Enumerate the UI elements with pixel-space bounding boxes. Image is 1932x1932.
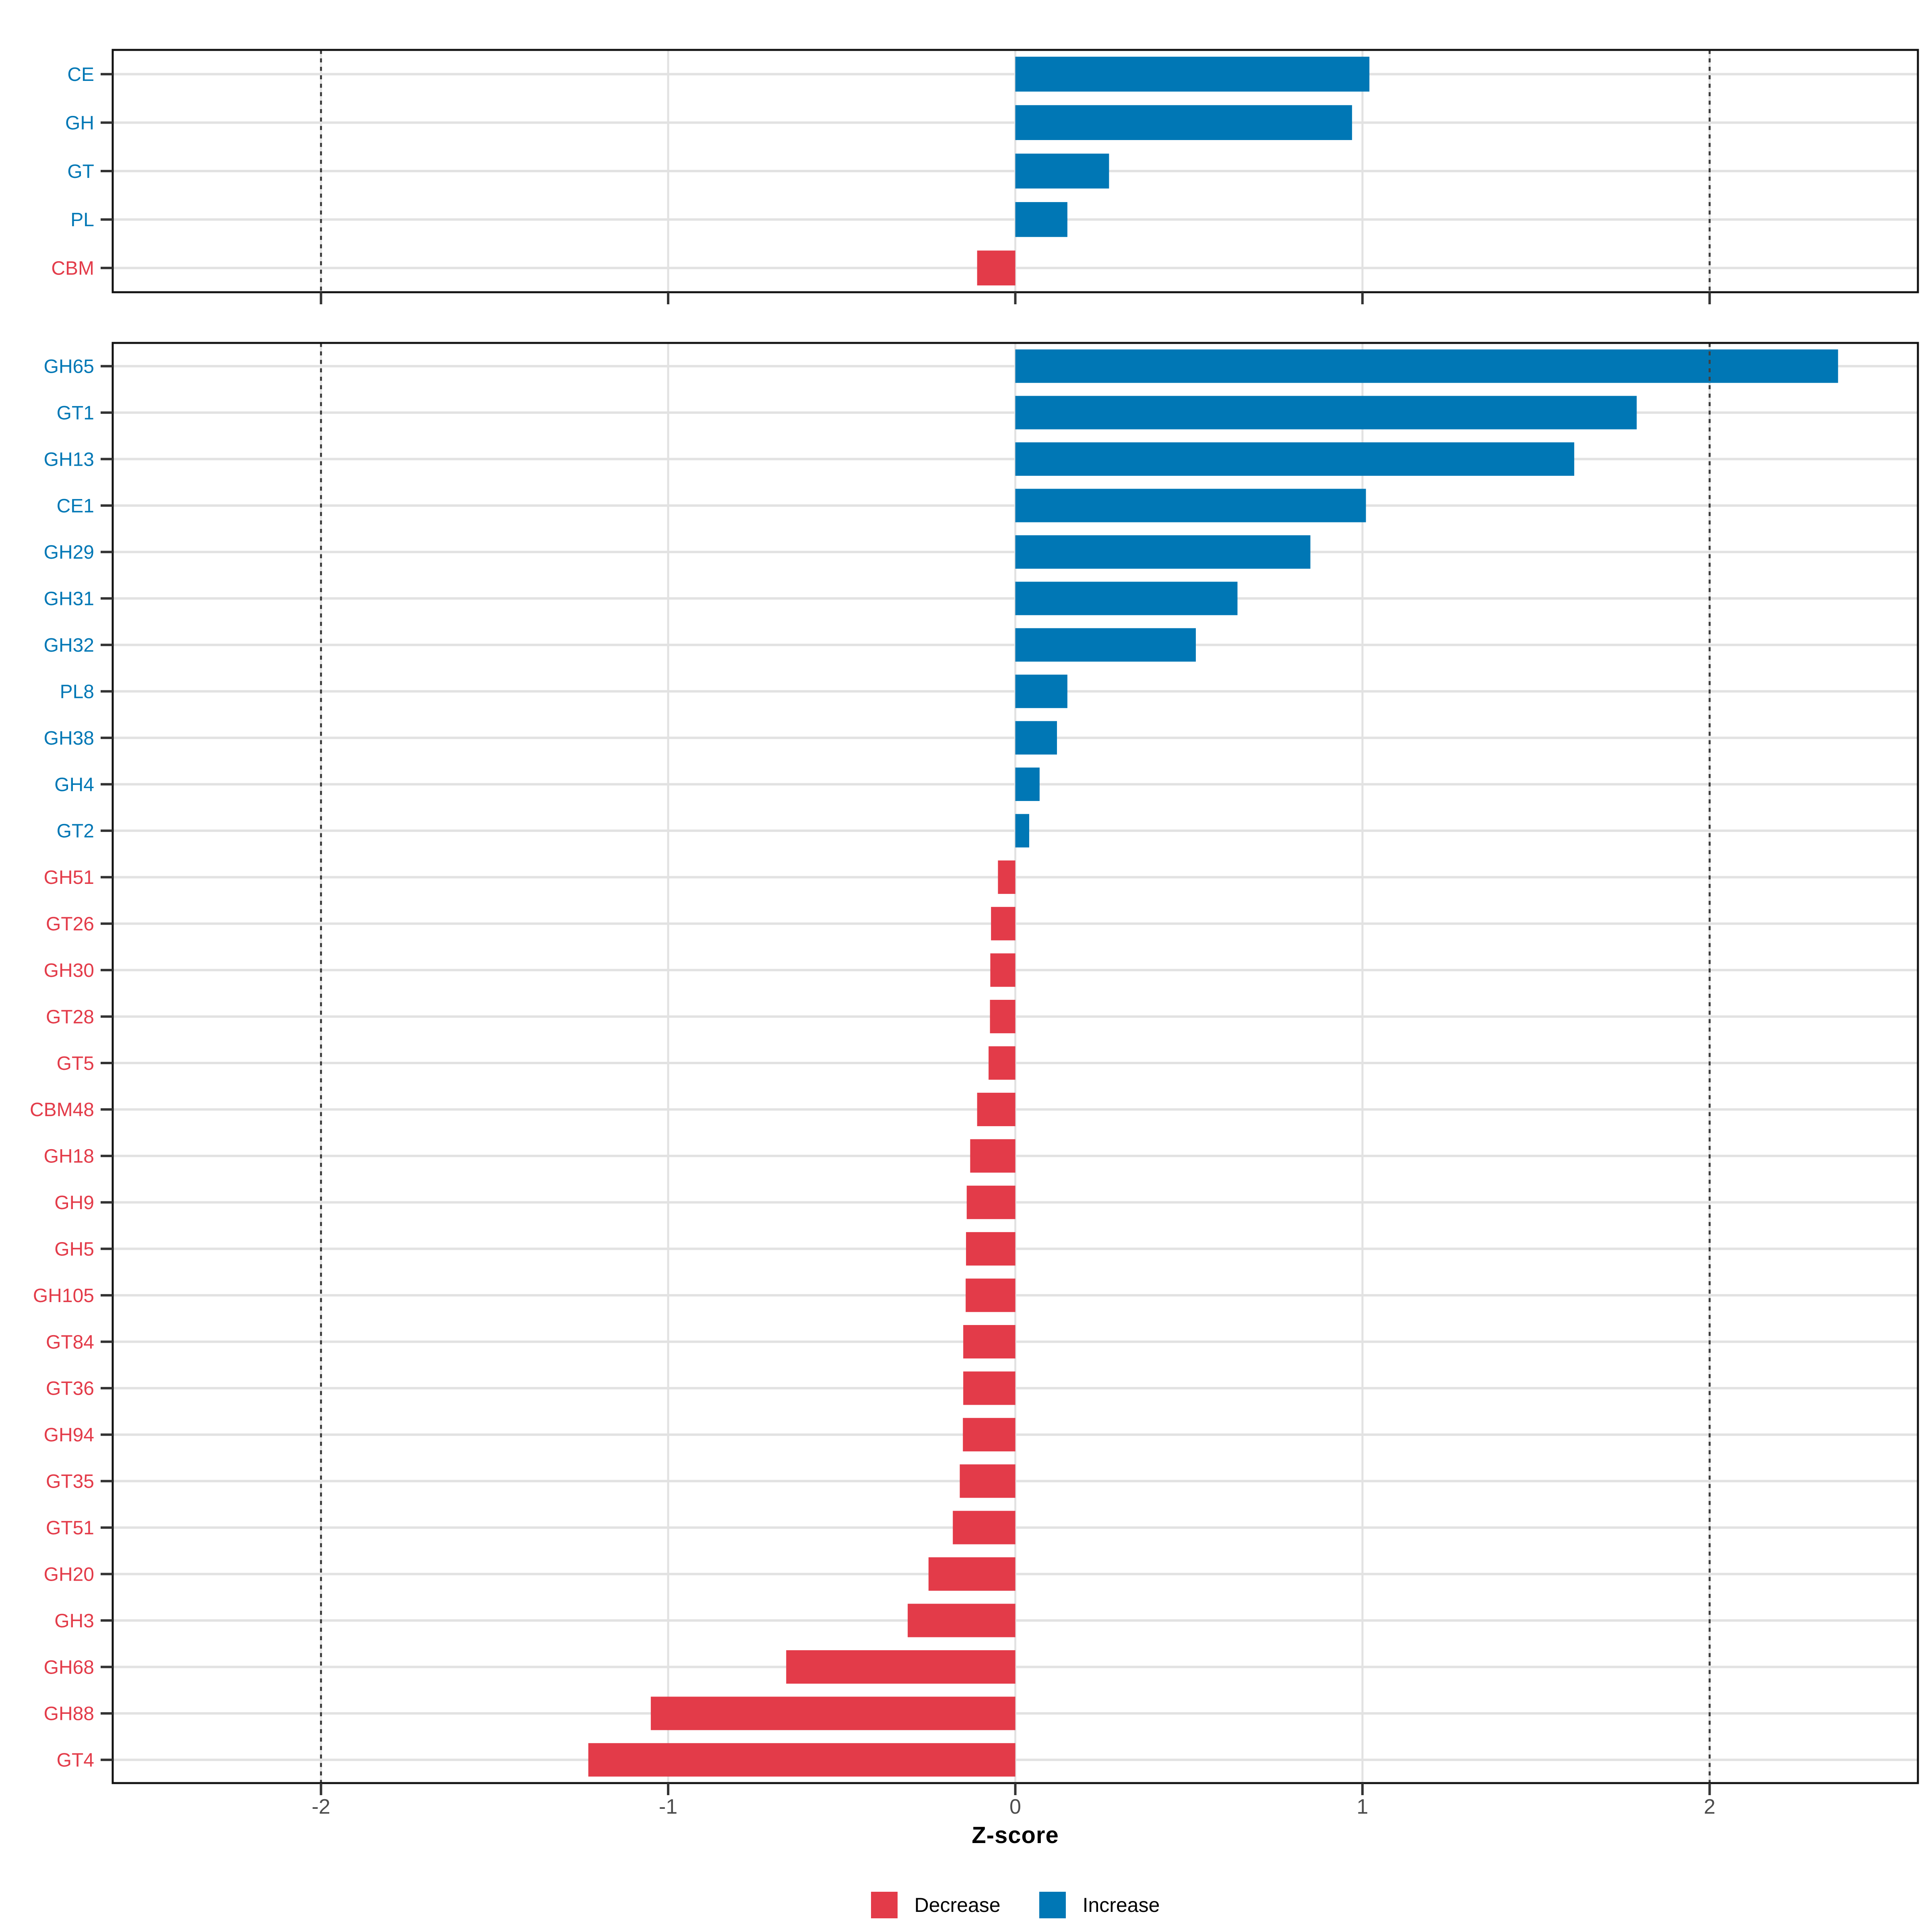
category-label-GT51: GT51 — [46, 1517, 94, 1539]
category-label-GH4: GH4 — [54, 774, 94, 795]
x-tick-label-1: 1 — [1357, 1795, 1368, 1818]
category-label-GH88: GH88 — [44, 1703, 94, 1725]
x-tick-label--1: -1 — [659, 1795, 677, 1818]
bar-GH38 — [1015, 721, 1057, 755]
bar-GH20 — [928, 1557, 1016, 1591]
category-label-CBM: CBM — [51, 258, 94, 279]
category-label-GT2: GT2 — [57, 821, 94, 842]
bar-GT26 — [991, 907, 1016, 941]
bar-GH94 — [963, 1418, 1016, 1451]
legend-label: Increase — [1082, 1894, 1160, 1916]
bar-PL — [1015, 202, 1067, 237]
category-label-CBM48: CBM48 — [30, 1099, 94, 1121]
bar-GT2 — [1015, 814, 1029, 848]
bar-GT84 — [963, 1325, 1016, 1359]
bar-GH29 — [1015, 535, 1311, 569]
bar-GT51 — [953, 1511, 1016, 1544]
bar-GH13 — [1015, 442, 1575, 476]
bar-CBM48 — [977, 1092, 1016, 1126]
category-label-GT1: GT1 — [57, 402, 94, 424]
bar-CBM — [977, 250, 1016, 286]
category-label-GH18: GH18 — [44, 1146, 94, 1167]
bar-GH5 — [966, 1232, 1016, 1266]
bar-GH18 — [970, 1139, 1016, 1173]
bar-GT35 — [960, 1464, 1016, 1498]
category-label-GH29: GH29 — [44, 542, 94, 563]
category-label-GH9: GH9 — [54, 1192, 94, 1214]
bar-GH31 — [1015, 582, 1238, 615]
bar-GH3 — [908, 1604, 1016, 1637]
bar-GH51 — [998, 860, 1016, 894]
category-label-GH68: GH68 — [44, 1657, 94, 1678]
category-label-GH3: GH3 — [54, 1610, 94, 1632]
bar-GH9 — [966, 1185, 1016, 1219]
bar-CE1 — [1015, 489, 1366, 522]
legend-swatch-increase — [1039, 1892, 1066, 1918]
category-label-GH31: GH31 — [44, 588, 94, 610]
bar-GT1 — [1015, 396, 1637, 429]
x-tick-label-0: 0 — [1009, 1795, 1021, 1818]
bar-GH68 — [786, 1650, 1016, 1684]
legend-item-increase: Increase — [1039, 1892, 1160, 1918]
bar-CE — [1015, 56, 1370, 92]
bar-GH32 — [1015, 628, 1196, 662]
bar-GT4 — [588, 1743, 1016, 1777]
category-label-CE1: CE1 — [57, 495, 94, 517]
category-label-GT36: GT36 — [46, 1378, 94, 1399]
legend-swatch-decrease — [871, 1892, 898, 1918]
bar-PL8 — [1015, 675, 1067, 708]
legend: Decrease Increase — [113, 1892, 1918, 1918]
category-label-GH: GH — [65, 112, 94, 134]
legend-item-decrease: Decrease — [871, 1892, 1001, 1918]
category-label-GH32: GH32 — [44, 635, 94, 656]
category-label-GH94: GH94 — [44, 1424, 94, 1446]
category-label-GH105: GH105 — [33, 1285, 94, 1307]
category-label-PL8: PL8 — [60, 681, 94, 702]
category-label-CE: CE — [67, 64, 94, 85]
bar-GT — [1015, 153, 1109, 189]
category-label-GH38: GH38 — [44, 728, 94, 749]
x-tick-label--2: -2 — [312, 1795, 330, 1818]
bar-GH — [1015, 105, 1352, 140]
category-label-GT5: GT5 — [57, 1053, 94, 1074]
category-label-GH51: GH51 — [44, 867, 94, 888]
category-label-GH65: GH65 — [44, 356, 94, 378]
category-label-GT: GT — [67, 161, 94, 182]
category-label-GT26: GT26 — [46, 914, 94, 935]
bar-GH4 — [1015, 767, 1040, 801]
bar-GH88 — [650, 1697, 1016, 1730]
bar-GH30 — [990, 953, 1016, 987]
bar-GT36 — [963, 1371, 1016, 1405]
category-label-GT4: GT4 — [57, 1750, 94, 1771]
bar-GH105 — [966, 1278, 1016, 1312]
legend-label: Decrease — [914, 1894, 1001, 1916]
category-label-GH13: GH13 — [44, 449, 94, 470]
bar-GH65 — [1015, 349, 1838, 383]
category-label-GH30: GH30 — [44, 960, 94, 981]
x-tick-label-2: 2 — [1704, 1795, 1715, 1818]
category-label-GT28: GT28 — [46, 1006, 94, 1028]
category-label-GH5: GH5 — [54, 1238, 94, 1260]
category-label-GH20: GH20 — [44, 1564, 94, 1585]
bar-GT5 — [989, 1046, 1016, 1080]
category-label-PL: PL — [70, 209, 94, 231]
bar-GT28 — [990, 1000, 1016, 1034]
category-label-GT84: GT84 — [46, 1331, 94, 1353]
x-axis-title: Z-score — [972, 1822, 1059, 1848]
category-label-GT35: GT35 — [46, 1471, 94, 1492]
